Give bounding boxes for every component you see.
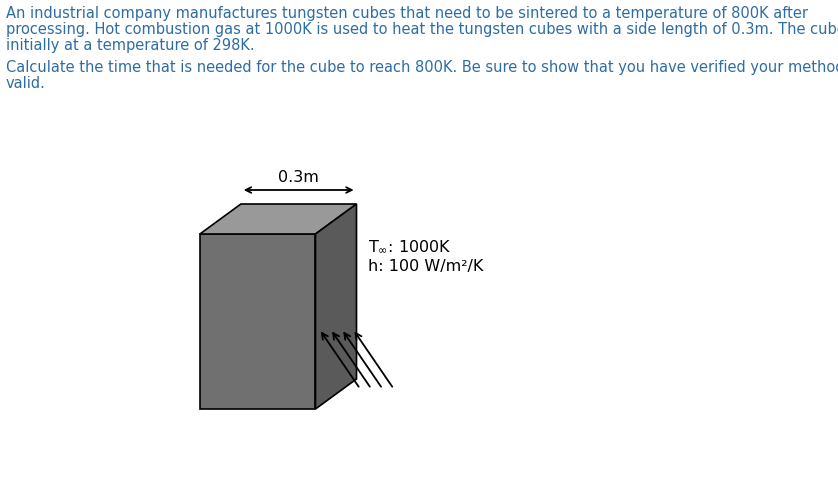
Text: Calculate the time that is needed for the cube to reach 800K. Be sure to show th: Calculate the time that is needed for th… — [6, 60, 838, 75]
Text: valid.: valid. — [6, 76, 46, 91]
Polygon shape — [200, 234, 315, 409]
Text: h: 100 W/m²/K: h: 100 W/m²/K — [368, 259, 483, 274]
Text: T$_\infty$: 1000K: T$_\infty$: 1000K — [368, 239, 452, 255]
Text: initially at a temperature of 298K.: initially at a temperature of 298K. — [6, 38, 255, 53]
Text: An industrial company manufactures tungsten cubes that need to be sintered to a : An industrial company manufactures tungs… — [6, 6, 808, 21]
Text: 0.3m: 0.3m — [278, 170, 319, 185]
Text: processing. Hot combustion gas at 1000K is used to heat the tungsten cubes with : processing. Hot combustion gas at 1000K … — [6, 22, 838, 37]
Polygon shape — [315, 204, 356, 409]
Polygon shape — [200, 204, 356, 234]
